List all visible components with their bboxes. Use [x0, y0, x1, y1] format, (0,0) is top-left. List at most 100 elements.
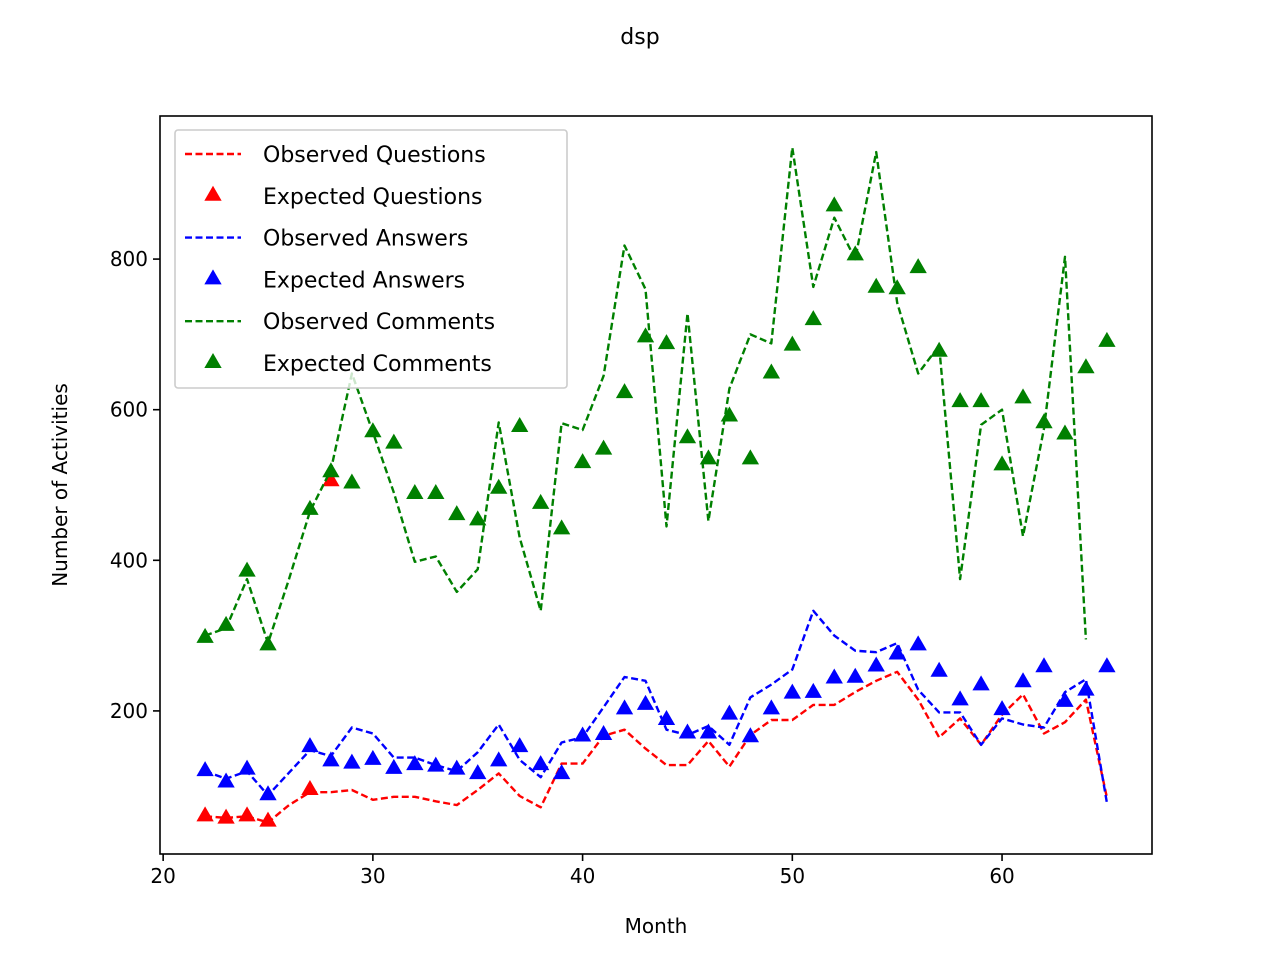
- data-point-expected-comments: [888, 279, 906, 295]
- data-point-expected-answers: [490, 751, 508, 767]
- legend-swatch-expected-questions: [204, 185, 222, 201]
- data-point-expected-answers: [741, 727, 760, 743]
- data-point-expected-comments: [909, 258, 927, 274]
- data-point-expected-comments: [1035, 413, 1053, 429]
- data-point-expected-comments: [490, 478, 508, 494]
- y-tick-label: 800: [110, 247, 148, 271]
- data-point-expected-questions: [259, 811, 277, 827]
- y-axis-label: Number of Activities: [48, 383, 72, 587]
- data-point-expected-comments: [301, 499, 319, 515]
- data-point-expected-answers: [930, 661, 948, 677]
- data-point-expected-answers: [909, 635, 927, 651]
- x-tick-label: 60: [989, 864, 1014, 888]
- data-point-expected-comments: [636, 327, 655, 343]
- data-point-expected-answers: [217, 772, 235, 788]
- data-point-expected-comments: [364, 422, 382, 438]
- data-point-expected-comments: [930, 341, 948, 357]
- x-tick-label: 40: [570, 864, 595, 888]
- data-point-expected-answers: [657, 709, 676, 725]
- legend-label-observed-questions: Observed Questions: [263, 143, 486, 168]
- data-point-expected-comments: [1014, 388, 1032, 404]
- data-point-expected-comments: [678, 428, 697, 444]
- data-point-expected-comments: [217, 615, 235, 631]
- data-point-expected-answers: [322, 751, 340, 767]
- data-point-expected-comments: [385, 433, 403, 449]
- series-line-observed-answers: [204, 609, 1109, 804]
- data-point-expected-answers: [301, 737, 319, 753]
- data-point-expected-answers: [364, 749, 382, 765]
- data-point-expected-answers: [951, 690, 969, 706]
- chart-title: dsp: [620, 25, 659, 50]
- data-point-expected-questions: [322, 471, 340, 487]
- data-point-expected-questions: [196, 806, 214, 822]
- data-point-expected-comments: [615, 383, 634, 399]
- data-point-expected-answers: [804, 682, 822, 698]
- data-point-expected-answers: [1077, 680, 1095, 696]
- data-point-expected-comments: [427, 484, 445, 500]
- data-point-expected-comments: [343, 473, 361, 489]
- data-point-expected-comments: [1056, 424, 1074, 440]
- data-point-expected-comments: [720, 406, 739, 422]
- legend-label-expected-questions: Expected Questions: [263, 185, 483, 210]
- data-point-expected-answers: [238, 759, 256, 775]
- data-point-expected-comments: [741, 449, 760, 465]
- data-point-expected-answers: [993, 700, 1011, 716]
- data-point-expected-comments: [1077, 358, 1095, 374]
- legend-box: [174, 129, 568, 389]
- data-point-expected-answers: [615, 699, 634, 715]
- data-point-expected-comments: [511, 417, 529, 433]
- data-point-expected-answers: [469, 764, 487, 780]
- data-point-expected-comments: [594, 439, 613, 455]
- x-tick-label: 20: [150, 864, 175, 888]
- data-point-expected-comments: [406, 484, 424, 500]
- data-point-expected-comments: [238, 561, 256, 577]
- data-point-expected-comments: [573, 453, 592, 469]
- data-point-expected-comments: [762, 363, 781, 379]
- data-point-expected-answers: [594, 725, 613, 741]
- legend-label-observed-comments: Observed Comments: [263, 310, 495, 335]
- data-point-expected-answers: [1056, 691, 1074, 707]
- x-axis-label: Month: [625, 914, 688, 938]
- data-point-expected-answers: [825, 668, 843, 684]
- data-point-expected-answers: [867, 656, 885, 672]
- data-point-expected-questions: [217, 808, 235, 824]
- data-point-expected-answers: [406, 755, 424, 771]
- legend-label-expected-answers: Expected Answers: [263, 268, 465, 293]
- legend-label-expected-comments: Expected Comments: [263, 352, 492, 377]
- y-tick-label: 400: [110, 548, 148, 572]
- data-point-expected-answers: [385, 758, 403, 774]
- data-point-expected-questions: [238, 806, 256, 822]
- data-point-expected-answers: [259, 785, 277, 801]
- data-point-expected-answers: [846, 667, 864, 683]
- x-tick-label: 30: [360, 864, 385, 888]
- data-point-expected-answers: [511, 737, 529, 753]
- data-point-expected-comments: [846, 245, 864, 261]
- data-point-expected-comments: [1098, 331, 1116, 347]
- data-point-expected-answers: [762, 699, 781, 715]
- x-tick-label: 50: [780, 864, 805, 888]
- data-point-expected-answers: [552, 764, 571, 780]
- data-point-expected-comments: [552, 519, 571, 535]
- legend: Observed Questions Expected Questions Obse…: [174, 129, 568, 389]
- data-point-expected-comments: [448, 505, 466, 521]
- data-point-expected-answers: [678, 723, 697, 739]
- data-point-expected-answers: [1035, 657, 1053, 673]
- data-point-expected-comments: [783, 335, 801, 351]
- data-point-expected-comments: [993, 455, 1011, 471]
- y-tick-label: 200: [110, 699, 148, 723]
- data-point-expected-comments: [804, 310, 822, 326]
- data-point-expected-answers: [1014, 672, 1032, 688]
- data-point-expected-answers: [699, 723, 718, 739]
- data-point-expected-comments: [259, 635, 277, 651]
- legend-swatch-expected-comments: [204, 353, 222, 368]
- data-point-expected-answers: [1098, 657, 1116, 673]
- data-point-expected-answers: [196, 761, 214, 777]
- data-point-expected-comments: [469, 510, 487, 526]
- data-point-expected-comments: [825, 196, 843, 212]
- y-tick-label: 600: [110, 398, 148, 422]
- data-point-expected-comments: [972, 392, 990, 408]
- data-point-expected-comments: [867, 277, 885, 293]
- legend-label-observed-answers: Observed Answers: [263, 227, 468, 252]
- data-point-expected-answers: [783, 683, 801, 699]
